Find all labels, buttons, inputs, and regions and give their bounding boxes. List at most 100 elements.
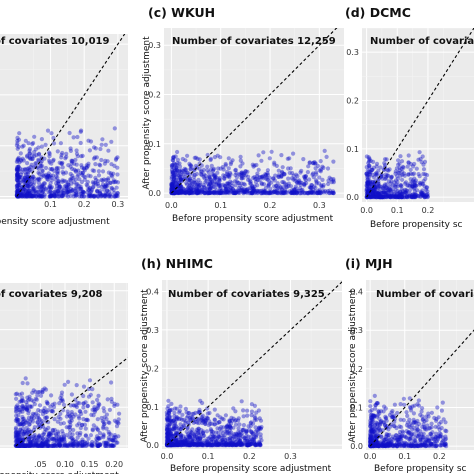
- data-point: [105, 181, 110, 186]
- data-point: [207, 436, 212, 441]
- data-point: [41, 187, 46, 192]
- data-point: [194, 191, 200, 196]
- data-point: [387, 412, 392, 418]
- data-point: [198, 439, 203, 444]
- data-point: [211, 433, 216, 439]
- data-point: [367, 171, 372, 176]
- data-point: [15, 433, 20, 439]
- data-point: [422, 425, 427, 430]
- data-point: [113, 157, 119, 162]
- data-point: [366, 181, 371, 186]
- data-point: [406, 429, 411, 435]
- data-point: [212, 176, 217, 181]
- data-point: [424, 193, 429, 198]
- data-point: [196, 421, 201, 426]
- data-point: [434, 431, 439, 436]
- data-point: [107, 431, 112, 436]
- data-point: [114, 193, 119, 198]
- data-point: [47, 183, 52, 189]
- data-point: [245, 443, 250, 448]
- data-point: [424, 443, 429, 448]
- y-tick-label: 0.1: [146, 403, 159, 412]
- data-point: [395, 437, 400, 442]
- data-point: [27, 443, 32, 448]
- data-point: [382, 437, 387, 442]
- data-point: [49, 194, 54, 199]
- data-point: [18, 427, 23, 432]
- data-point: [394, 425, 399, 431]
- data-point: [188, 432, 193, 437]
- data-point: [391, 415, 396, 420]
- data-point: [390, 414, 395, 419]
- data-point: [30, 156, 35, 162]
- data-point: [81, 190, 86, 195]
- data-point: [185, 426, 190, 431]
- data-point: [395, 443, 400, 449]
- data-point: [174, 438, 179, 444]
- data-point: [217, 178, 222, 183]
- data-point: [238, 442, 243, 447]
- data-point: [172, 417, 177, 422]
- data-point: [411, 164, 416, 169]
- data-point: [190, 190, 195, 196]
- data-point: [166, 434, 171, 439]
- data-point: [167, 414, 172, 419]
- data-point: [189, 430, 194, 435]
- data-point: [198, 442, 203, 447]
- data-point: [367, 163, 372, 169]
- data-point: [441, 417, 446, 422]
- data-point: [75, 431, 80, 436]
- data-point: [177, 184, 182, 189]
- data-point: [170, 179, 175, 184]
- data-point: [27, 419, 32, 424]
- data-point: [103, 142, 108, 147]
- data-point: [24, 406, 29, 411]
- data-point: [76, 172, 81, 177]
- data-point: [423, 439, 428, 444]
- data-point: [217, 434, 222, 439]
- data-point: [411, 192, 416, 197]
- data-point: [229, 160, 234, 165]
- data-point: [82, 440, 87, 445]
- data-point: [249, 430, 254, 435]
- data-point: [280, 191, 285, 196]
- data-point: [25, 183, 30, 189]
- data-point: [426, 437, 432, 442]
- data-point: [387, 432, 392, 437]
- data-point: [199, 169, 204, 174]
- data-point: [170, 441, 175, 446]
- data-point: [207, 441, 212, 447]
- data-point: [374, 420, 379, 425]
- data-point: [437, 421, 442, 427]
- data-point: [370, 415, 375, 420]
- data-point: [40, 182, 45, 187]
- data-point: [392, 424, 397, 429]
- data-point: [401, 396, 406, 401]
- data-point: [373, 403, 378, 408]
- data-point: [22, 194, 27, 199]
- data-point: [30, 439, 35, 445]
- data-point: [15, 171, 20, 176]
- data-point: [279, 174, 284, 179]
- data-point: [303, 178, 308, 183]
- data-point: [98, 192, 103, 197]
- data-point: [219, 428, 224, 433]
- data-point: [198, 398, 203, 403]
- data-point: [379, 441, 384, 446]
- data-point: [246, 443, 251, 448]
- data-point: [212, 191, 217, 196]
- data-point: [184, 190, 189, 195]
- data-point: [372, 189, 377, 194]
- data-point: [286, 183, 291, 188]
- data-point: [367, 165, 372, 170]
- data-point: [24, 193, 29, 198]
- y-tick-label: 0.2: [346, 97, 359, 106]
- data-point: [388, 195, 393, 200]
- data-point: [25, 161, 30, 166]
- data-point: [67, 431, 72, 436]
- data-point: [369, 437, 374, 442]
- data-point: [227, 424, 232, 429]
- data-point: [94, 155, 99, 160]
- data-point: [194, 443, 199, 448]
